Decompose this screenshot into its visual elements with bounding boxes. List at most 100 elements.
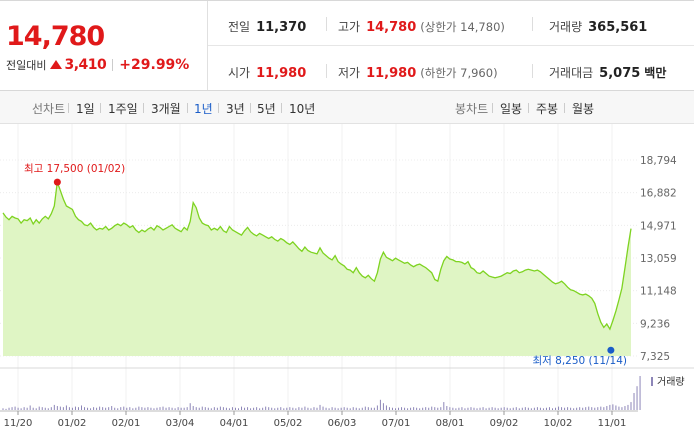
volume-bar <box>331 407 333 410</box>
volume-bar <box>573 408 575 410</box>
volume-bar <box>476 408 478 410</box>
volume-bar <box>53 404 55 410</box>
volume-bar <box>68 407 70 410</box>
volume-bar <box>138 406 140 410</box>
current-price: 14,780 <box>6 21 105 52</box>
volume-bar <box>310 408 312 410</box>
volume-bar <box>343 407 345 410</box>
volume-bar <box>358 408 360 410</box>
tab-1y[interactable]: 1년 <box>194 102 213 116</box>
volume-bar <box>93 407 95 410</box>
y-tick-label: 14,971 <box>640 220 677 232</box>
volume-legend-label: 거래량 <box>657 376 685 388</box>
volume-bar <box>253 407 255 410</box>
tab-5y[interactable]: 5년 <box>257 102 276 116</box>
volume-bar <box>422 407 424 410</box>
volume-bar <box>379 399 381 410</box>
volume-bar <box>437 407 439 410</box>
volume-bar <box>425 407 427 410</box>
volume-bar <box>298 407 300 410</box>
tab-3y[interactable]: 3년 <box>226 102 245 116</box>
volume-bar <box>23 407 25 410</box>
volume-bar <box>533 407 535 410</box>
volume-bar <box>141 407 143 410</box>
volume-bar <box>105 407 107 410</box>
volume-bar <box>485 408 487 410</box>
volume-bar <box>434 407 436 410</box>
volume-bar <box>630 402 632 410</box>
volume-bar <box>165 407 167 410</box>
volume-bar <box>11 407 13 410</box>
volume-bar <box>201 406 203 410</box>
tab-monthly[interactable]: 월봉 <box>572 102 595 116</box>
volume-bar <box>545 407 547 410</box>
volume-bar <box>410 407 412 410</box>
volume-bar <box>195 407 197 410</box>
change-amount: 3,410 <box>64 57 107 73</box>
tab-divider <box>492 103 493 113</box>
volume-bar <box>527 407 529 410</box>
volume-bar <box>268 407 270 410</box>
volume-bar <box>8 407 10 410</box>
volume-bar <box>99 406 101 410</box>
tab-1w[interactable]: 1주일 <box>108 102 138 116</box>
line-chart-label: 선차트 <box>32 102 66 116</box>
tab-divider <box>143 103 144 113</box>
volume-bar <box>588 406 590 410</box>
volume-bar <box>621 407 623 410</box>
stat-divider <box>532 17 533 31</box>
tab-divider <box>250 103 251 113</box>
tab-divider <box>187 103 188 113</box>
x-tick-label: 07/01 <box>382 418 411 429</box>
volume-bar <box>117 408 119 410</box>
volume-bar <box>337 408 339 410</box>
volume-bar <box>452 407 454 410</box>
volume-bar <box>376 405 378 410</box>
volume-bar <box>639 376 641 410</box>
stat-divider <box>326 17 327 31</box>
volume-bar <box>582 407 584 410</box>
volume-bar <box>585 407 587 410</box>
volume-bar <box>488 407 490 410</box>
volume-bars <box>2 376 641 410</box>
volume-bar <box>413 407 415 410</box>
volume-bar <box>135 407 137 410</box>
volume-bar <box>123 406 125 410</box>
volume-bar <box>159 407 161 410</box>
x-tick-label: 05/02 <box>274 418 303 429</box>
volume-bar <box>615 405 617 410</box>
tab-weekly[interactable]: 주봉 <box>536 102 559 116</box>
volume-bar <box>346 407 348 410</box>
tab-daily[interactable]: 일봉 <box>500 102 523 116</box>
volume-bar <box>558 406 560 410</box>
tab-10y[interactable]: 10년 <box>289 102 316 116</box>
volume-bar <box>20 408 22 410</box>
volume-bar <box>50 407 52 410</box>
price-chart: 18,794 16,882 14,971 13,059 11,148 9,236 7,325… <box>0 124 694 429</box>
volume-bar <box>47 408 49 410</box>
volume-bar <box>213 407 215 410</box>
y-tick-label: 7,325 <box>640 351 670 363</box>
volume-bar <box>222 407 224 410</box>
tab-1d[interactable]: 1일 <box>76 102 95 116</box>
volume-bar <box>171 407 173 410</box>
volume-bar <box>62 407 64 410</box>
volume-bar <box>5 408 7 410</box>
volume-bar <box>280 407 282 410</box>
volume-bar <box>530 408 532 410</box>
tab-3m[interactable]: 3개월 <box>151 102 181 116</box>
volume-bar <box>14 406 16 410</box>
up-triangle-icon <box>50 59 63 69</box>
volume-bar <box>207 407 209 410</box>
volume-bar <box>382 403 384 410</box>
change-row: 전일대비 3,410 +29.99% <box>6 57 189 73</box>
volume-bar <box>536 407 538 410</box>
volume-bar <box>186 407 188 410</box>
volume-bar <box>96 407 98 410</box>
volume-bar <box>286 407 288 410</box>
volume-bar <box>606 406 608 410</box>
volume-bar <box>388 407 390 410</box>
volume-bar <box>455 408 457 410</box>
stat-prev-close: 전일 11,370 <box>228 20 307 35</box>
volume-bar <box>591 407 593 410</box>
